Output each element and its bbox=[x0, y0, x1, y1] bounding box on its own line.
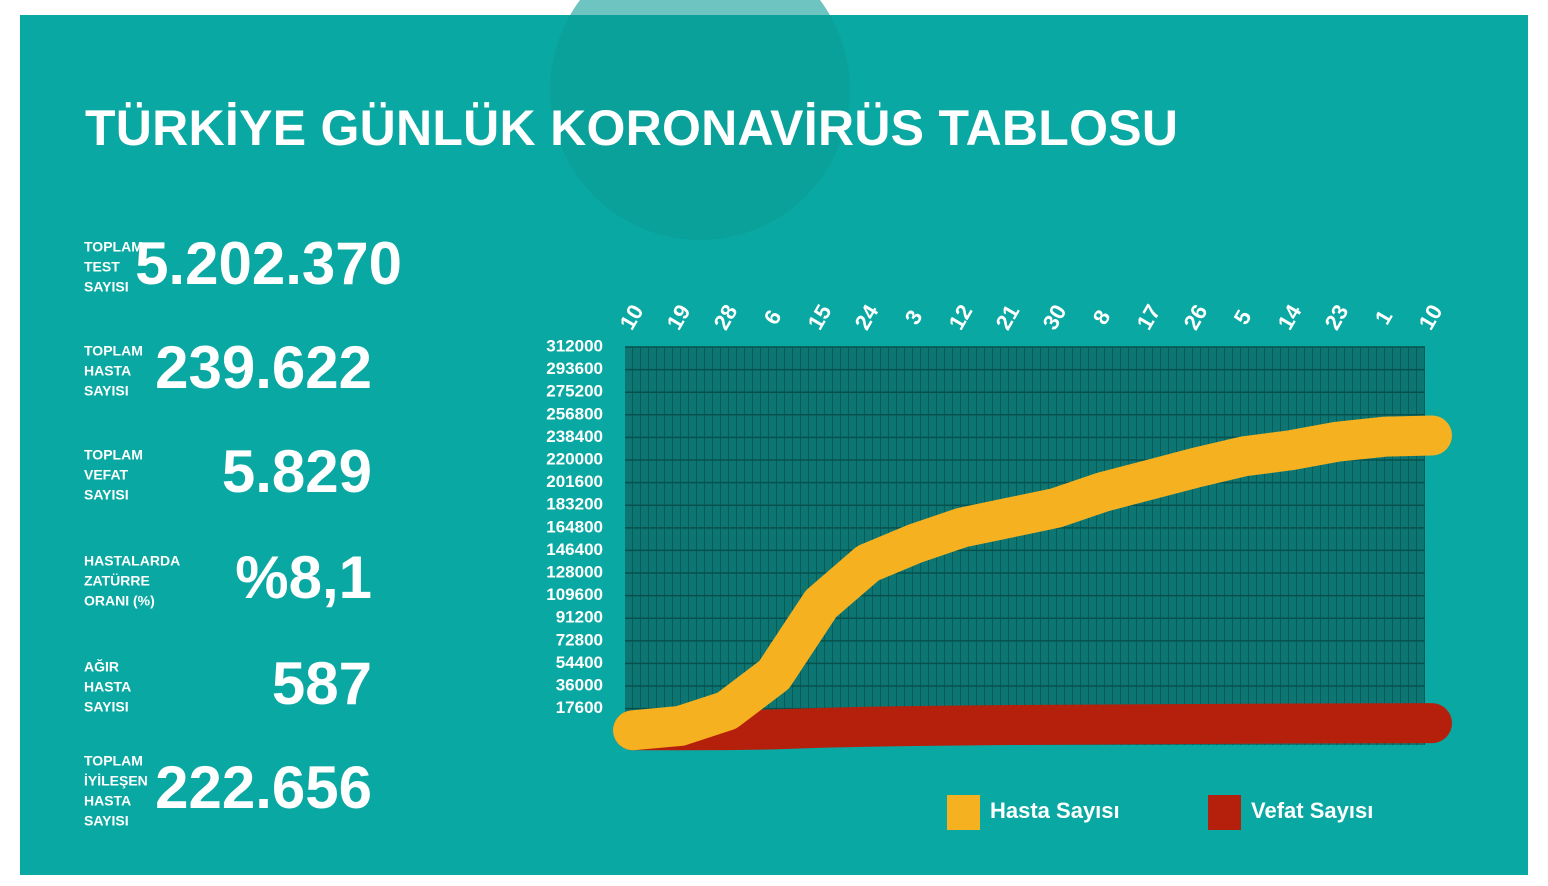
stat-label: SAYISI bbox=[84, 487, 129, 503]
stat-value: 5.829 bbox=[222, 438, 372, 505]
y-tick-label: 256800 bbox=[546, 404, 603, 423]
y-tick-label: 91200 bbox=[556, 608, 603, 627]
y-tick-label: 220000 bbox=[546, 449, 603, 468]
y-tick-label: 146400 bbox=[546, 540, 603, 559]
stat-value: 5.202.370 bbox=[135, 230, 402, 297]
y-tick-label: 54400 bbox=[556, 653, 603, 672]
y-tick-label: 238400 bbox=[546, 427, 603, 446]
legend-swatch bbox=[1208, 795, 1241, 830]
stat-label: SAYISI bbox=[84, 383, 129, 399]
stat-label: AĞIR bbox=[84, 658, 119, 675]
stat-label: ORANI (%) bbox=[84, 593, 155, 609]
y-tick-label: 72800 bbox=[556, 630, 603, 649]
series-line bbox=[613, 703, 1452, 751]
stat-label: HASTA bbox=[84, 363, 131, 379]
y-tick-label: 201600 bbox=[546, 472, 603, 491]
legend-label: Vefat Sayısı bbox=[1251, 798, 1373, 823]
y-tick-label: 109600 bbox=[546, 585, 603, 604]
y-tick-label: 183200 bbox=[546, 495, 603, 514]
stat-label: SAYISI bbox=[84, 699, 129, 715]
stat-label: SAYISI bbox=[84, 279, 129, 295]
y-tick-label: 17600 bbox=[556, 698, 603, 717]
stat-label: VEFAT bbox=[84, 467, 129, 483]
stat-label: SAYISI bbox=[84, 813, 129, 829]
stat-label: İYİLEŞEN bbox=[84, 773, 148, 789]
y-tick-label: 164800 bbox=[546, 517, 603, 536]
stat-label: TOPLAM bbox=[84, 753, 143, 769]
stat-value: %8,1 bbox=[235, 544, 372, 611]
stat-label: TEST bbox=[84, 259, 120, 275]
stat-value: 587 bbox=[272, 650, 372, 717]
legend-swatch bbox=[947, 795, 980, 830]
stat-label: TOPLAM bbox=[84, 343, 143, 359]
title: TÜRKİYE GÜNLÜK KORONAVİRÜS TABLOSU bbox=[85, 100, 1178, 156]
y-tick-label: 128000 bbox=[546, 563, 603, 582]
y-tick-label: 293600 bbox=[546, 359, 603, 378]
y-tick-label: 312000 bbox=[546, 336, 603, 355]
stat-label: HASTA bbox=[84, 793, 131, 809]
y-tick-label: 275200 bbox=[546, 382, 603, 401]
stat-label: ZATÜRRE bbox=[84, 573, 150, 589]
stat-label: HASTA bbox=[84, 679, 131, 695]
stat-label: HASTALARDA bbox=[84, 553, 180, 569]
y-tick-label: 36000 bbox=[556, 676, 603, 695]
series-line bbox=[613, 415, 1452, 751]
stat-value: 239.622 bbox=[155, 334, 372, 401]
stat-label: TOPLAM bbox=[84, 239, 143, 255]
stat-label: TOPLAM bbox=[84, 447, 143, 463]
stat-value: 222.656 bbox=[155, 754, 372, 821]
virus-decoration bbox=[550, 0, 850, 240]
legend-label: Hasta Sayısı bbox=[990, 798, 1120, 823]
